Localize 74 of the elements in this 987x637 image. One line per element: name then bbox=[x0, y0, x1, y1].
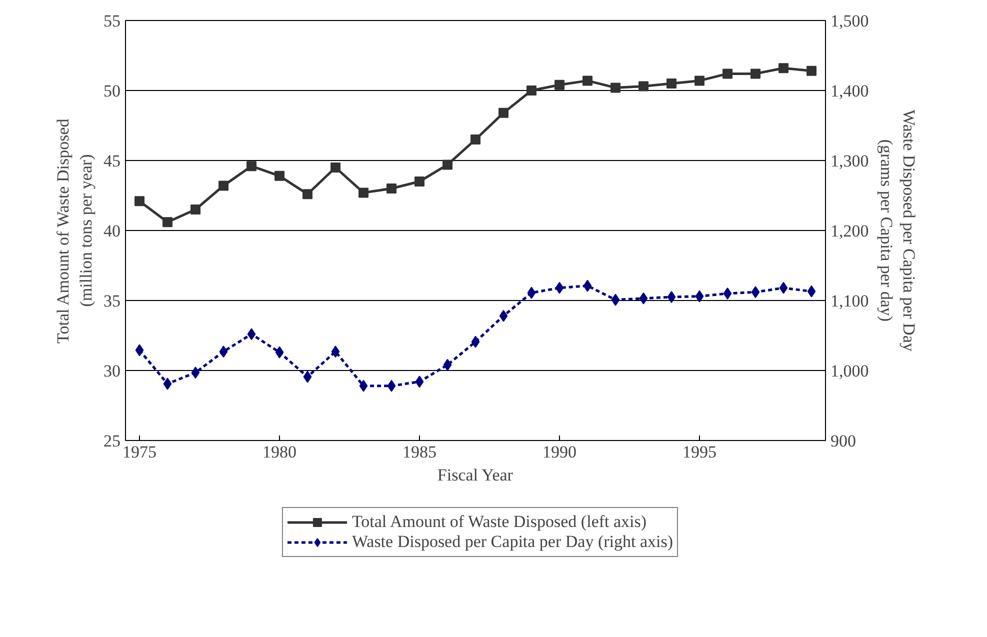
point bbox=[779, 282, 788, 294]
y2-tick-label: 1,300 bbox=[830, 152, 869, 170]
point bbox=[498, 108, 508, 118]
y2-tick-label: 1,400 bbox=[830, 82, 869, 100]
y2-tick-label: 1,200 bbox=[830, 222, 869, 240]
y2-tick-label: 1,500 bbox=[830, 12, 869, 30]
point bbox=[443, 358, 452, 371]
point bbox=[638, 81, 648, 92]
point bbox=[415, 376, 424, 388]
point bbox=[191, 366, 200, 379]
legend-label: Waste Disposed per Capita per Day (right axis) bbox=[352, 532, 674, 552]
point bbox=[722, 68, 732, 79]
x-tick-label: 1980 bbox=[262, 442, 296, 462]
point bbox=[274, 170, 284, 181]
point bbox=[639, 292, 648, 304]
point bbox=[778, 63, 788, 74]
y-tick-label: 35 bbox=[104, 292, 120, 310]
point bbox=[302, 189, 312, 200]
x-tick-label: 1990 bbox=[542, 442, 576, 462]
point bbox=[554, 80, 564, 90]
y-tick-label: 40 bbox=[104, 222, 120, 240]
x-tick-label: 1975 bbox=[122, 442, 156, 462]
point bbox=[806, 66, 816, 76]
point bbox=[750, 68, 760, 79]
point bbox=[694, 76, 704, 86]
point bbox=[499, 310, 508, 322]
point bbox=[275, 346, 284, 358]
point bbox=[611, 294, 620, 306]
point bbox=[246, 161, 256, 172]
y-tick-label: 45 bbox=[104, 152, 120, 170]
point bbox=[666, 78, 676, 88]
point bbox=[331, 346, 340, 358]
point bbox=[582, 76, 592, 86]
point bbox=[695, 290, 704, 302]
legend-label: Total Amount of Waste Disposed (left axis) bbox=[352, 512, 647, 532]
y-tick-label: 50 bbox=[104, 82, 120, 100]
point bbox=[583, 280, 592, 292]
y-axis-title: Total Amount of Waste Disposed (million tons per year) bbox=[54, 118, 96, 344]
point bbox=[359, 380, 368, 392]
point bbox=[751, 286, 760, 298]
point bbox=[219, 346, 228, 358]
point bbox=[162, 217, 172, 228]
point bbox=[442, 160, 452, 170]
point bbox=[330, 162, 340, 172]
y2-tick-label: 1,100 bbox=[830, 292, 869, 310]
point bbox=[526, 86, 536, 96]
point bbox=[386, 184, 396, 194]
point bbox=[723, 288, 732, 300]
point bbox=[555, 282, 564, 294]
y-tick-label: 25 bbox=[104, 432, 120, 450]
y2-tick-label: 900 bbox=[830, 432, 856, 450]
x-tick-label: 1985 bbox=[402, 442, 436, 462]
point bbox=[303, 370, 312, 383]
y-tick-label: 55 bbox=[104, 12, 120, 30]
y2-axis-title: Waste Disposed per Capita per Day (grams per Capita per day) bbox=[876, 110, 919, 352]
point bbox=[387, 380, 396, 392]
point bbox=[807, 285, 816, 298]
x-tick-label: 1995 bbox=[682, 442, 716, 462]
point bbox=[218, 180, 228, 191]
point bbox=[527, 286, 536, 299]
point bbox=[134, 196, 144, 206]
point bbox=[414, 176, 424, 186]
y2-tick-label: 1,000 bbox=[830, 362, 869, 380]
point bbox=[610, 82, 620, 93]
point bbox=[667, 291, 676, 303]
point bbox=[190, 204, 200, 214]
point bbox=[470, 134, 480, 144]
point bbox=[358, 188, 368, 198]
point bbox=[471, 336, 480, 348]
point bbox=[247, 328, 256, 340]
y-tick-label: 30 bbox=[104, 362, 120, 380]
point bbox=[163, 378, 172, 390]
point bbox=[135, 344, 144, 356]
x-axis-title: Fiscal Year bbox=[437, 466, 514, 484]
